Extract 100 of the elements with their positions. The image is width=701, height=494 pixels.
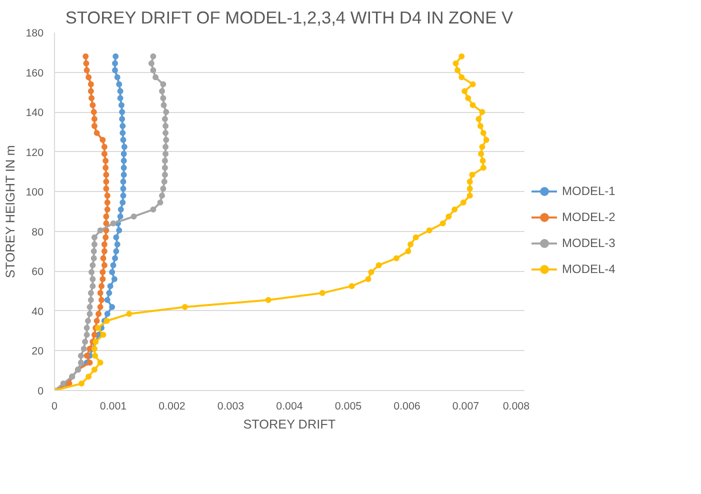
point [97, 360, 104, 366]
legend-label: MODEL-1 [562, 184, 616, 198]
point [84, 332, 90, 338]
point [162, 164, 168, 171]
point [162, 116, 168, 122]
point [90, 283, 96, 290]
point [91, 234, 98, 240]
x-tick-label: 0.006 [394, 400, 420, 412]
x-tick-label: 0.001 [100, 400, 127, 412]
point [109, 269, 116, 276]
point [469, 172, 476, 178]
y-tick-label: 60 [32, 266, 44, 278]
point [103, 172, 110, 178]
y-tick-label: 140 [26, 107, 44, 120]
point [114, 74, 120, 80]
point [90, 248, 97, 254]
point [452, 206, 458, 213]
point [368, 269, 374, 276]
point [162, 144, 169, 150]
point [84, 67, 90, 74]
point [160, 95, 166, 102]
point [466, 178, 473, 185]
point [103, 220, 110, 226]
point [90, 255, 97, 262]
point [117, 213, 124, 220]
x-tick-label: 0.007 [452, 400, 480, 412]
point [109, 304, 116, 310]
point [103, 213, 110, 220]
point [86, 360, 93, 366]
point [120, 150, 127, 157]
point [393, 255, 400, 262]
point [160, 186, 166, 192]
point [88, 269, 95, 276]
point [120, 130, 126, 136]
point [148, 60, 154, 66]
point [88, 290, 94, 296]
point [112, 60, 118, 66]
point [458, 74, 465, 80]
point [119, 109, 126, 116]
point [376, 262, 382, 268]
point [106, 290, 112, 296]
point [100, 276, 106, 282]
y-tick-label: 100 [26, 186, 44, 199]
point [98, 283, 104, 290]
point [101, 144, 108, 150]
point [112, 67, 118, 74]
point [365, 276, 372, 282]
point [91, 116, 98, 122]
point [118, 206, 124, 213]
point [117, 88, 124, 94]
point [157, 200, 164, 206]
point [104, 192, 110, 199]
point [119, 116, 126, 122]
point [100, 255, 106, 262]
x-tick-label: 0.005 [334, 400, 362, 412]
y-tick-label: 0 [38, 386, 44, 398]
point [97, 227, 104, 234]
point [460, 200, 466, 206]
point [94, 130, 100, 136]
point [90, 276, 96, 282]
point [120, 122, 126, 129]
point [90, 262, 96, 268]
point [477, 122, 484, 129]
point [265, 297, 272, 303]
point [159, 192, 166, 199]
point [97, 290, 104, 296]
point [104, 206, 110, 213]
point [98, 297, 104, 303]
point [462, 88, 468, 94]
point [114, 241, 120, 248]
point [104, 310, 110, 317]
point [110, 220, 116, 226]
point [466, 192, 473, 199]
point [82, 53, 89, 60]
point [80, 346, 87, 352]
point [479, 109, 486, 116]
point [120, 200, 126, 206]
point [112, 255, 118, 262]
point [152, 74, 159, 80]
point [408, 241, 414, 248]
legend-label: MODEL-2 [562, 210, 616, 224]
point [102, 164, 109, 171]
y-tick-label: 20 [32, 346, 44, 358]
point [150, 53, 156, 60]
point [116, 81, 122, 88]
point [86, 374, 92, 380]
point [88, 95, 95, 102]
point [103, 186, 110, 192]
point [150, 206, 156, 213]
y-tick-label: 160 [26, 67, 44, 80]
point [120, 158, 127, 164]
point [120, 178, 126, 185]
point [117, 95, 124, 102]
point [120, 172, 127, 178]
point [130, 213, 137, 220]
point [97, 304, 104, 310]
point [466, 186, 473, 192]
point [78, 360, 84, 366]
point [476, 116, 482, 122]
y-tick-label: 120 [26, 146, 44, 159]
